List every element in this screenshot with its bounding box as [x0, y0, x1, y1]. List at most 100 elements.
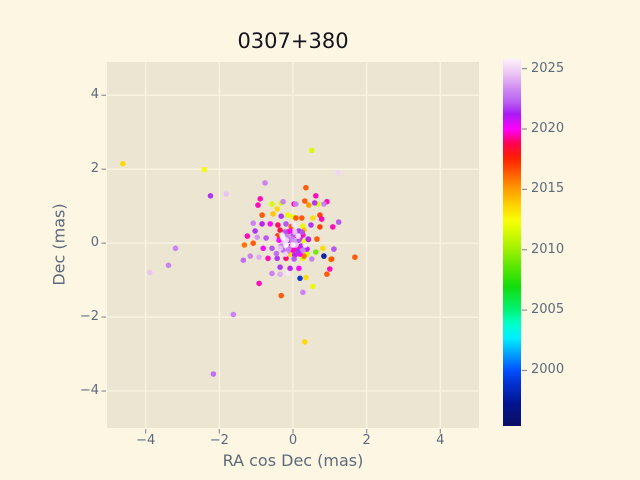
- scatter-point: [165, 262, 172, 269]
- scatter-point: [247, 253, 254, 259]
- scatter-point: [302, 242, 309, 248]
- scatter-point: [291, 256, 297, 262]
- scatter-point: [308, 222, 314, 228]
- scatter-point: [290, 242, 296, 248]
- scatter-point: [300, 289, 306, 296]
- scatter-point: [252, 228, 258, 234]
- scatter-point: [271, 235, 278, 241]
- scatter-point: [295, 248, 302, 255]
- scatter-point: [303, 184, 309, 191]
- scatter-point: [207, 193, 214, 199]
- scatter-point: [269, 201, 275, 207]
- scatter-point: [305, 236, 311, 242]
- scatter-point: [321, 201, 327, 207]
- scatter-point: [314, 236, 320, 242]
- scatter-point: [335, 219, 342, 225]
- scatter-point: [120, 160, 126, 167]
- x-axis-label: RA cos Dec (mas): [222, 451, 364, 470]
- scatter-point: [287, 265, 293, 272]
- scatter-point: [302, 339, 308, 345]
- scatter-point: [285, 212, 291, 218]
- scatter-point: [352, 254, 358, 260]
- scatter-point: [306, 202, 312, 208]
- colorbar-tick-label: 2000: [531, 362, 565, 378]
- scatter-point: [278, 213, 285, 219]
- scatter-point: [313, 249, 319, 255]
- x-tick-label: 4: [436, 433, 445, 448]
- x-tick-label: −4: [136, 433, 156, 448]
- y-tick-label: −4: [79, 383, 99, 399]
- x-tick-label: 0: [288, 433, 298, 448]
- scatter-point: [293, 201, 299, 207]
- scatter-point: [296, 265, 302, 272]
- colorbar-tick-label: 2020: [531, 121, 565, 137]
- scatter-point: [255, 202, 261, 208]
- scatter-point: [250, 240, 256, 246]
- scatter-point: [230, 311, 237, 318]
- scatter-point: [285, 270, 291, 277]
- scatter-point: [278, 292, 285, 299]
- colorbar-tick-label: 2010: [531, 241, 565, 257]
- scatter-point: [310, 283, 316, 290]
- scatter-point: [256, 254, 262, 260]
- colorbar-tick-label: 2025: [531, 60, 565, 76]
- scatter-point: [273, 250, 280, 257]
- scatter-point: [283, 221, 289, 227]
- scatter-point: [269, 270, 275, 277]
- scatter-point: [310, 215, 316, 221]
- scatter-point: [260, 245, 267, 252]
- y-tick-label: −2: [79, 309, 99, 325]
- scatter-point: [223, 191, 230, 197]
- scatter-point: [302, 198, 308, 204]
- scatter-point: [320, 245, 326, 252]
- scatter-point: [274, 255, 281, 262]
- scatter-point: [254, 234, 261, 240]
- scatter-point: [146, 269, 153, 276]
- scatter-point: [277, 227, 283, 233]
- x-tick-label: −2: [209, 433, 229, 448]
- scatter-point: [172, 245, 179, 252]
- scatter-point: [318, 216, 325, 222]
- scatter-point: [311, 200, 318, 206]
- scatter-point: [299, 215, 305, 221]
- scatter-point: [283, 255, 289, 262]
- scatter-point: [276, 237, 282, 243]
- scatter-point: [297, 275, 303, 282]
- y-tick-label: 0: [90, 235, 99, 251]
- scatter-point: [330, 224, 336, 230]
- scatter-point: [241, 242, 248, 248]
- scatter-point: [300, 247, 306, 253]
- scatter-point: [283, 242, 289, 248]
- scatter-point: [280, 235, 286, 241]
- scatter-point: [292, 229, 298, 235]
- scatter-point: [210, 371, 217, 377]
- scatter-point: [240, 257, 247, 264]
- scatter-point: [287, 228, 293, 234]
- scatter-point: [321, 253, 327, 259]
- scatter-point: [250, 220, 256, 226]
- plot-title: 0307+380: [237, 29, 349, 53]
- scatter-point: [335, 169, 341, 176]
- scatter-point: [277, 245, 283, 252]
- scatter-point: [282, 251, 289, 257]
- scatter-point: [263, 235, 269, 241]
- scatter-point: [303, 274, 309, 281]
- scatter-point: [327, 266, 333, 272]
- scatter-point: [244, 233, 251, 239]
- scatter-point: [317, 224, 323, 230]
- x-tick-label: 2: [362, 433, 371, 448]
- scatter-point: [262, 180, 268, 186]
- colorbar-tick-label: 2005: [531, 302, 565, 318]
- scatter-point: [295, 233, 302, 239]
- scatter-point: [265, 255, 271, 262]
- scatter-point: [257, 196, 264, 202]
- scatter-point: [259, 221, 265, 227]
- scatter-point: [267, 221, 274, 227]
- scatter-point: [275, 222, 281, 228]
- scatter-point: [277, 264, 283, 271]
- y-tick-label: 4: [90, 87, 99, 103]
- scatter-point: [256, 280, 262, 287]
- scatter-point: [309, 147, 315, 154]
- colorbar-gradient: [503, 59, 521, 426]
